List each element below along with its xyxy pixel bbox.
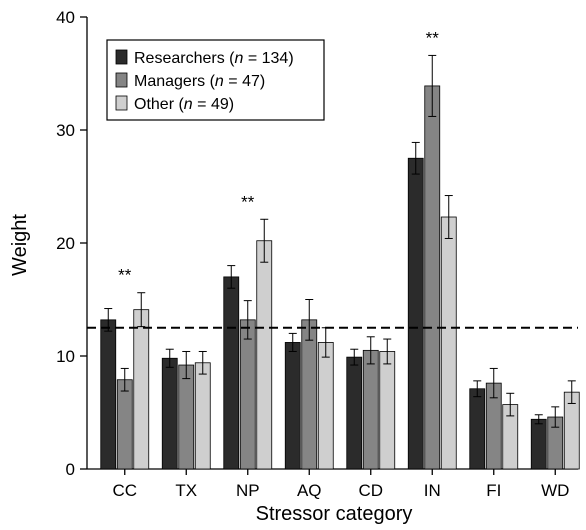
x-tick-label: AQ — [297, 481, 322, 500]
bar — [284, 342, 301, 470]
bar — [424, 85, 441, 470]
legend-entry: Researchers (n = 134) — [134, 50, 294, 67]
significance-annotation: ** — [118, 266, 132, 285]
bars — [100, 54, 580, 470]
x-tick-label: IN — [424, 481, 441, 500]
bar — [223, 276, 240, 470]
bar — [133, 309, 150, 470]
bar — [256, 240, 273, 470]
legend-swatch — [115, 49, 128, 65]
x-tick-label: NP — [236, 481, 260, 500]
y-tick-label: 10 — [56, 347, 75, 366]
x-tick-label: CD — [358, 481, 383, 500]
bar — [362, 349, 379, 470]
x-axis-title: Stressor category — [256, 503, 413, 525]
y-tick-label: 30 — [56, 121, 75, 140]
y-tick-label: 40 — [56, 8, 75, 27]
bar — [161, 357, 178, 470]
annotations: ** ** ** — [118, 28, 439, 284]
x-tick-label: FI — [486, 481, 501, 500]
bar — [301, 319, 318, 470]
bar — [317, 342, 334, 470]
legend-entry: Other (n = 49) — [134, 96, 234, 113]
significance-annotation: ** — [426, 28, 440, 47]
bar — [239, 319, 256, 470]
bar — [469, 388, 486, 470]
axes: 0 10 20 30 40 CC TX NP AQ CD IN FI WD — [56, 8, 578, 500]
legend-entry: Managers (n = 47) — [134, 73, 265, 90]
bar — [530, 418, 547, 470]
significance-annotation: ** — [241, 192, 255, 211]
bar — [194, 362, 211, 470]
bar — [116, 379, 133, 470]
bar — [379, 351, 396, 470]
legend: Researchers (n = 134) Managers (n = 47) Ot… — [106, 39, 325, 121]
x-tick-label: TX — [175, 481, 197, 500]
bar — [440, 216, 457, 470]
legend-swatch — [115, 95, 128, 111]
y-tick-label: 20 — [56, 234, 75, 253]
bar — [100, 319, 117, 470]
bar — [178, 364, 195, 470]
legend-swatch — [115, 72, 128, 88]
x-tick-label: CC — [112, 481, 137, 500]
bar — [407, 157, 424, 470]
legend-box — [106, 39, 325, 121]
y-tick-label: 0 — [66, 460, 75, 479]
y-axis-title: Weight — [9, 214, 31, 276]
bar — [346, 356, 363, 470]
x-tick-label: WD — [541, 481, 569, 500]
